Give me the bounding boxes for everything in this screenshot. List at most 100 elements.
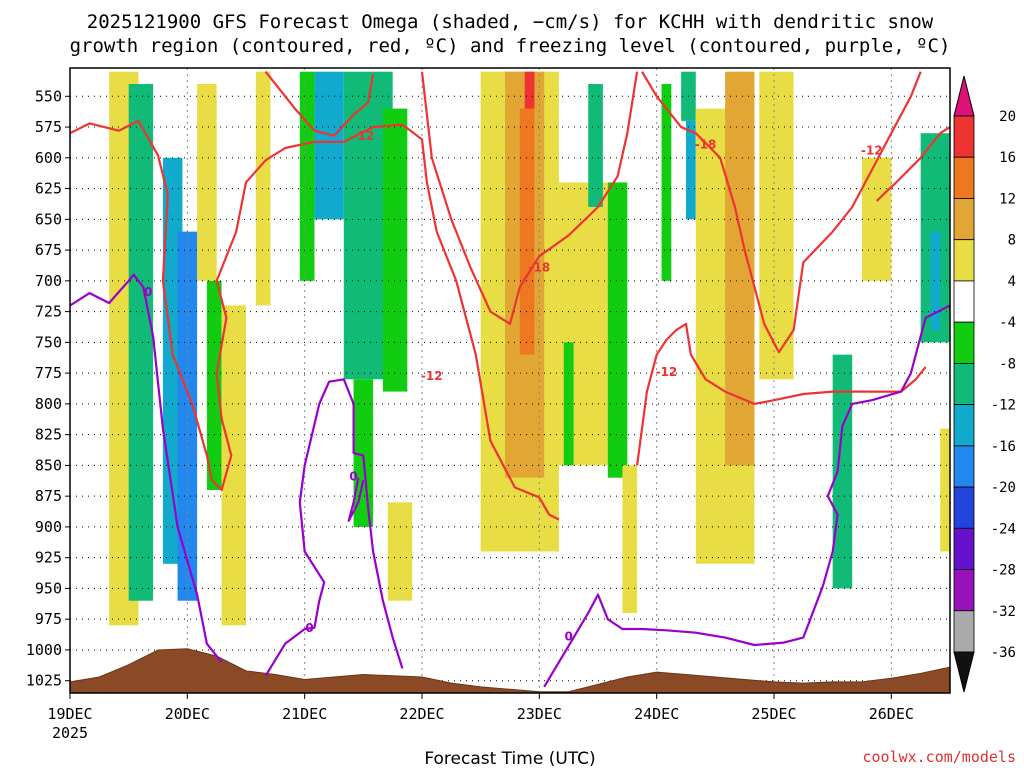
y-tick-label: 900 (35, 518, 62, 536)
freezing-contour-label: 0 (144, 285, 152, 299)
omega-band (353, 379, 374, 527)
omega-band (128, 83, 154, 601)
omega-band (255, 71, 271, 306)
colorbar-segment (953, 239, 975, 282)
x-tick-label: 19DEC (47, 705, 92, 723)
y-tick-label: 675 (35, 241, 62, 259)
dgz-contour-line (875, 126, 950, 202)
y-tick-label: 850 (35, 456, 62, 474)
colorbar-label: -8 (999, 356, 1016, 372)
dgz-contour-line (70, 119, 560, 521)
colorbar-label: -16 (991, 439, 1016, 455)
colorbar-label: -20 (991, 480, 1016, 496)
omega-band (622, 465, 638, 614)
freezing-contour-label: 0 (305, 621, 313, 635)
colorbar-segment (953, 486, 975, 529)
omega-band (588, 83, 603, 208)
y-tick-label: 725 (35, 303, 62, 321)
x-tick-label: 23DEC (517, 705, 562, 723)
colorbar-label: 12 (999, 191, 1016, 207)
omega-band (519, 108, 535, 355)
y-tick-label: 600 (35, 149, 62, 167)
colorbar-label: -28 (991, 563, 1016, 579)
y-tick-label: 800 (35, 395, 62, 413)
omega-band (930, 231, 941, 331)
y-tick-label: 750 (35, 333, 62, 351)
colorbar-label: 8 (1008, 233, 1016, 249)
colorbar-segment (953, 156, 975, 199)
y-tick-label: 950 (35, 579, 62, 597)
omega-band (832, 354, 853, 589)
chart-title-line1: 2025121900 GFS Forecast Omega (shaded, −… (87, 11, 934, 33)
colorbar-segment (953, 610, 975, 653)
colorbar-label: -36 (991, 645, 1016, 661)
freezing-contour-line (70, 273, 223, 663)
plot-border (69, 67, 951, 694)
x-tick-label: 21DEC (282, 705, 327, 723)
dgz-contour-label: -12 (352, 129, 374, 143)
x-tick-label: 24DEC (634, 705, 679, 723)
omega-band (686, 120, 696, 220)
y-tick-label: 775 (35, 364, 62, 382)
colorbar-segment (953, 115, 975, 158)
y-tick-label: 1025 (26, 672, 62, 690)
omega-band (524, 71, 535, 109)
omega-band (221, 305, 246, 626)
freezing-contour-line (264, 378, 404, 677)
colorbar-segment (953, 280, 975, 323)
omega-band (387, 502, 413, 601)
credit-label: coolwx.com/models (862, 748, 1016, 766)
dgz-contour-label: -18 (695, 138, 717, 152)
omega-band (382, 108, 408, 392)
colorbar-segment (953, 569, 975, 612)
x-tick-label: 20DEC (165, 705, 210, 723)
colorbar-label: -4 (999, 315, 1016, 331)
y-tick-label: 1000 (26, 641, 62, 659)
dgz-contour-label: -12 (861, 144, 883, 158)
colorbar-segment (953, 362, 975, 406)
colorbar-label: -24 (991, 521, 1016, 537)
dgz-contour-label: -12 (656, 365, 678, 379)
omega-band (206, 280, 222, 490)
colorbar-segment (953, 404, 975, 447)
dgz-contour-label: -12 (421, 369, 443, 383)
colorbar-label: 16 (999, 150, 1016, 166)
x-tick-label: 25DEC (751, 705, 796, 723)
freezing-contour-label: 0 (564, 630, 572, 644)
dgz-contour-label: -18 (528, 261, 550, 275)
y-tick-label: 875 (35, 487, 62, 505)
y-tick-label: 550 (35, 87, 62, 105)
omega-band (197, 83, 217, 281)
colorbar-label: -32 (991, 604, 1016, 620)
colorbar-segment (953, 527, 975, 570)
colorbar-label: -12 (991, 398, 1016, 414)
colorbar-label: 20 (999, 109, 1016, 125)
chart-title-line2: growth region (contoured, red, ºC) and f… (70, 35, 951, 57)
y-tick-label: 575 (35, 118, 62, 136)
freezing-contour-line (347, 477, 365, 522)
dgz-contour-line (641, 71, 922, 354)
omega-band (607, 182, 628, 478)
omega-band (314, 71, 344, 220)
x-axis-label: Forecast Time (UTC) (424, 749, 595, 768)
dgz-contour-line (264, 71, 375, 137)
colorbar-bottom-triangle (953, 651, 975, 693)
plot-area: -12 -12 -12 -12 -18 -18 0 0 0 0 (69, 67, 951, 694)
colorbar-label: 4 (1008, 274, 1016, 290)
omega-band (759, 71, 794, 380)
colorbar: 20 16 12 8 4 -4 -8 -12 -16 -20 -24 -28 -32 -36 (953, 75, 1016, 693)
omega-band (299, 71, 315, 281)
dgz-contour-line (420, 71, 639, 325)
omega-band (661, 83, 672, 281)
x-year-label: 2025 (52, 724, 88, 742)
omega-band (940, 428, 950, 552)
colorbar-segment (953, 321, 975, 364)
colorbar-top-triangle (953, 75, 975, 117)
x-tick-label: 22DEC (399, 705, 444, 723)
freezing-contour-line (543, 304, 950, 688)
y-tick-label: 825 (35, 426, 62, 444)
y-tick-label: 650 (35, 210, 62, 228)
y-tick-label: 925 (35, 549, 62, 567)
terrain-fill (70, 648, 950, 693)
